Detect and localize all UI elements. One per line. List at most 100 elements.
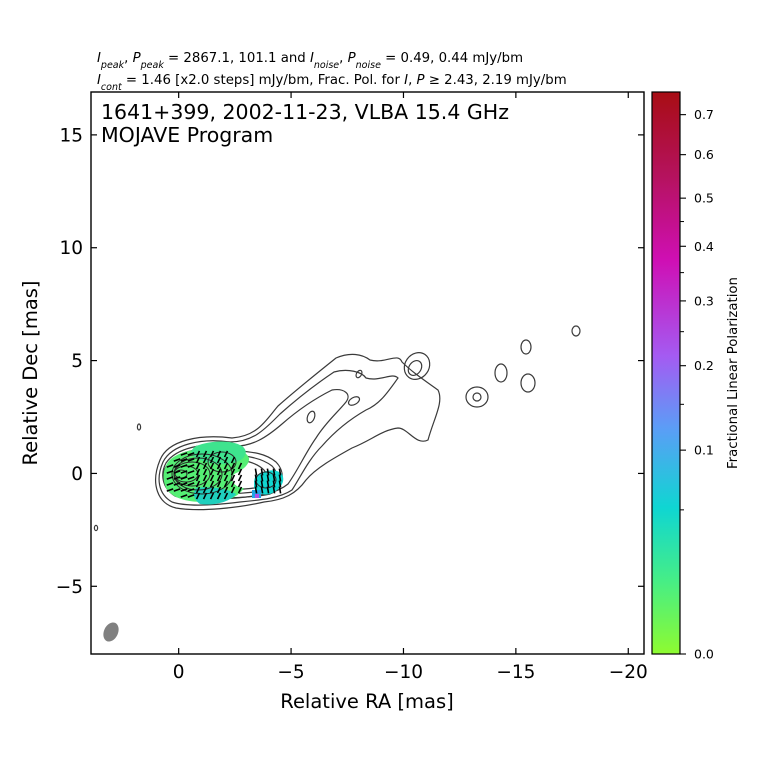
contour-knot-a (403, 352, 431, 380)
evpa-tick (187, 476, 195, 480)
evpa-tick (173, 482, 181, 486)
evpa-tick (180, 488, 188, 492)
evpa-tick (260, 468, 264, 476)
colorbar-tick-label: 0.3 (694, 293, 714, 308)
evpa-tick (216, 480, 222, 488)
evpa-tick (209, 486, 215, 494)
source-annotation: 1641+399, 2002-11-23, VLBA 15.4 GHz (101, 100, 509, 124)
contour-knot-g (306, 410, 316, 424)
evpa-tick (202, 456, 208, 464)
contour-jet-outer (155, 353, 441, 511)
contour-knot-d (520, 339, 532, 355)
evpa-tick (187, 482, 195, 486)
evpa-tick (195, 486, 201, 494)
colorbar-tick-label: 0.0 (694, 647, 714, 662)
contour-knot-f (571, 325, 581, 337)
evpa-tick (173, 464, 181, 468)
evpa-tick (260, 486, 264, 494)
evpa-tick (202, 486, 208, 494)
plot-content (93, 325, 581, 642)
evpa-tick (202, 480, 208, 488)
evpa-tick (195, 480, 201, 488)
evpa-tick (272, 468, 276, 476)
contour-knot-a-inner (407, 359, 423, 377)
evpa-tick (230, 462, 236, 470)
evpa-tick (278, 486, 282, 494)
evpa-tick (254, 468, 258, 476)
colorbar-tick-label: 0.7 (694, 107, 714, 122)
evpa-tick (223, 462, 229, 470)
colorbar-tick-label: 0.1 (694, 443, 714, 458)
evpa-tick (202, 462, 208, 470)
evpa-tick (180, 458, 188, 462)
evpa-tick (209, 480, 215, 488)
evpa-tick (187, 458, 195, 462)
evpa-tick (266, 480, 270, 488)
evpa-tick (173, 488, 181, 492)
evpa-tick (209, 468, 215, 476)
contour-knot-b-inner (472, 392, 482, 402)
evpa-tick (187, 464, 195, 468)
contour-core-11 (174, 469, 188, 479)
evpa-tick (266, 474, 270, 482)
evpa-tick (272, 480, 276, 488)
evpa-tick (202, 474, 208, 482)
evpa-tick (195, 462, 201, 470)
contour-jet-2 (158, 369, 399, 506)
evpa-tick (266, 468, 270, 476)
evpa-tick (278, 474, 282, 482)
axis-ticks: 0 −5 −10 −15 −20 −5 0 5 10 15 (56, 92, 648, 683)
header-line-1: Ipeak, Ppeak = 2867.1, 101.1 and Inoise,… (97, 51, 523, 71)
evpa-tick (173, 476, 181, 480)
evpa-tick (230, 474, 236, 482)
colorbar-ticks: 0.0 0.1 0.2 0.3 0.4 0.5 0.6 0.7 (680, 107, 714, 662)
colorbar-label: Fractional Linear Polarization (726, 277, 741, 469)
x-tick-label: −20 (609, 662, 648, 683)
evpa-tick (278, 468, 282, 476)
y-tick-label: 15 (59, 125, 83, 146)
plot-area (91, 92, 644, 654)
evpa-tick (230, 486, 236, 494)
evpa-tick (195, 450, 201, 458)
contour-knot-c (494, 363, 508, 383)
contour-knot-h (347, 396, 361, 406)
evpa-tick (209, 474, 215, 482)
evpa-tick (195, 492, 201, 500)
evpa-tick (166, 464, 174, 468)
evpa-tick (166, 476, 174, 480)
evpa-tick (195, 468, 201, 476)
y-tick-label: 0 (71, 464, 83, 485)
evpa-tick (166, 488, 174, 492)
evpa-tick (216, 456, 222, 464)
evpa-tick (254, 480, 258, 488)
header-line-2: Icont = 1.46 [x2.0 steps] mJy/bm, Frac. … (97, 73, 567, 93)
restoring-beam (103, 622, 119, 642)
evpa-tick (216, 462, 222, 470)
evpa-tick (187, 494, 195, 498)
evpa-tick (180, 494, 188, 498)
evpa-tick (237, 480, 243, 488)
x-tick-label: −15 (496, 662, 535, 683)
evpa-tick (187, 488, 195, 492)
evpa-tick (223, 474, 229, 482)
evpa-tick (237, 468, 243, 476)
evpa-tick (202, 492, 208, 500)
evpa-tick (166, 470, 174, 474)
colorbar-tick-label: 0.6 (694, 147, 714, 162)
colorbar (652, 92, 680, 654)
evpa-tick (166, 482, 174, 486)
evpa-tick (223, 468, 229, 476)
evpa-tick (180, 476, 188, 480)
evpa-tick (216, 450, 222, 458)
contour-knot-k (93, 524, 99, 532)
evpa-tick (237, 462, 243, 470)
evpa-tick (173, 470, 181, 474)
evpa-tick (195, 456, 201, 464)
evpa-tick (180, 452, 188, 456)
evpa-tick (180, 482, 188, 486)
evpa-tick (216, 468, 222, 476)
contour-knot-b (465, 386, 489, 408)
evpa-tick (230, 456, 236, 464)
evpa-tick (216, 474, 222, 482)
